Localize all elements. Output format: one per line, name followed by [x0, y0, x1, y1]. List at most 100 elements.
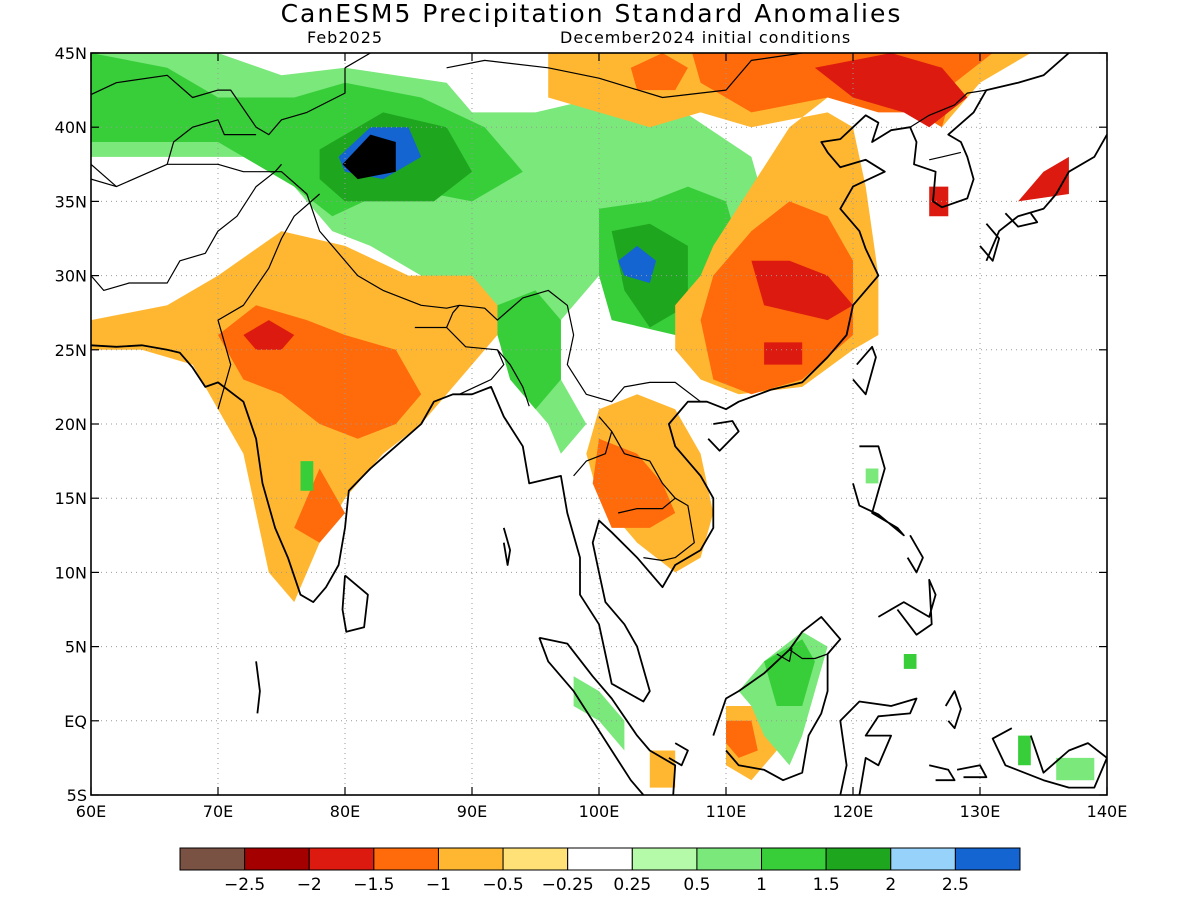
colorbar-label: −2 [297, 875, 322, 895]
coastline [985, 134, 1107, 262]
coastline [852, 345, 877, 396]
anomaly-region-21 [243, 320, 295, 350]
coastline [877, 578, 937, 636]
colorbar-swatch [954, 847, 1021, 871]
coastline [1004, 212, 1039, 228]
anomaly-region-36 [649, 750, 676, 788]
anomaly-region-30 [1018, 735, 1031, 766]
colorbar-swatch [244, 847, 310, 871]
colorbar-swatch [825, 847, 892, 871]
coastline [944, 690, 962, 730]
border-line [789, 649, 828, 660]
colorbar-swatch [761, 847, 827, 871]
colorbar-swatch [179, 847, 246, 871]
country-borders [91, 53, 987, 663]
colorbar-label: 2.5 [942, 875, 969, 895]
coastline [539, 636, 677, 795]
colorbar-label: −1.5 [353, 875, 394, 895]
colorbar-swatch [373, 847, 439, 871]
border-line [91, 163, 117, 188]
lon-tick-label: 80E [330, 802, 360, 821]
border-line [91, 163, 282, 291]
border-line [217, 193, 320, 410]
lon-tick-label: 140E [1087, 802, 1128, 821]
coastline [255, 661, 261, 714]
border-line [344, 53, 372, 69]
latitude-axis: 45N 40N 35N 30N 25N 20N 15N 10N 5N EQ 5S [55, 44, 1107, 805]
coastline [538, 637, 645, 795]
coastlines [91, 53, 1107, 795]
forecast-month: Feb2025 [307, 28, 384, 47]
colorbar-label: 1.5 [813, 875, 840, 895]
anomaly-region-20 [345, 394, 371, 417]
colorbar-label: 0.25 [613, 875, 651, 895]
colorbar-label: 0.5 [683, 875, 710, 895]
lon-tick-label: 110E [706, 802, 747, 821]
lon-tick-label: 120E [833, 802, 874, 821]
coastline [928, 764, 956, 782]
anomaly-region-35 [929, 186, 949, 217]
coastline [91, 53, 1071, 703]
colorbar-label: 2 [885, 875, 896, 895]
colorbar-label: 1 [756, 875, 767, 895]
border-line [91, 67, 346, 136]
border-line [573, 430, 695, 562]
anomaly-region-4 [497, 290, 561, 410]
anomaly-region-34 [1018, 156, 1069, 202]
coastline [979, 223, 1000, 262]
colorbar-label: −1 [426, 875, 451, 895]
colorbar-swatch [502, 847, 569, 871]
colorbar-swatch [567, 847, 633, 871]
coastline [906, 534, 924, 574]
anomaly-region-29 [1056, 757, 1095, 781]
border-line [446, 53, 804, 99]
lon-tick-label: 60E [76, 802, 106, 821]
colorbar-swatch [437, 847, 504, 871]
lon-tick-label: 70E [203, 802, 233, 821]
anomaly-region-27 [764, 639, 815, 706]
lat-tick-label: 5S [67, 786, 87, 805]
graticule [91, 53, 1107, 795]
longitude-axis: 60E 70E 80E 90E 100E 110E 120E 130E 140E [76, 53, 1128, 821]
lat-tick-label: 20N [55, 415, 87, 434]
border-line [598, 416, 613, 432]
lat-tick-label: 10N [55, 563, 87, 582]
lon-tick-label: 130E [960, 802, 1001, 821]
border-line [446, 304, 460, 328]
colorbar-label: −0.5 [482, 875, 523, 895]
lat-tick-label: 30N [55, 267, 87, 286]
anomaly-region-33 [865, 468, 879, 484]
colorbar-swatch [890, 847, 956, 871]
initial-conditions-note: December2024 initial conditions [560, 28, 852, 47]
coastline [707, 420, 740, 452]
border-line [776, 647, 793, 663]
border-line [617, 497, 676, 514]
anomaly-region-31 [903, 654, 917, 669]
colorbar: −2.5 −2 −1.5 −1 −0.5 −0.25 0.25 0.5 1 1.5 2 2.5 [179, 847, 1021, 895]
colorbar-swatch [308, 847, 375, 871]
border-line [909, 89, 987, 128]
anomaly-shading [91, 53, 1095, 788]
anomaly-region-19 [294, 468, 345, 543]
map-title: CanESM5 Precipitation Standard Anomalies [280, 0, 903, 28]
lon-tick-label: 100E [579, 802, 620, 821]
colorbar-swatch [631, 847, 698, 871]
coastline [991, 727, 1107, 789]
anomaly-region-32 [300, 461, 314, 491]
anomaly-region-25 [726, 720, 758, 758]
anomaly-region-8 [618, 245, 657, 283]
anomaly-region-16 [764, 342, 803, 365]
anomaly-region-9 [342, 134, 396, 180]
anomaly-region-23 [592, 438, 676, 528]
border-line [929, 151, 962, 161]
coastline [502, 527, 512, 566]
lat-tick-label: 45N [55, 44, 87, 63]
lat-tick-label: 5N [65, 638, 87, 657]
anomaly-region-13 [630, 53, 688, 91]
lat-tick-label: 35N [55, 192, 87, 211]
colorbar-swatch [696, 847, 763, 871]
lat-tick-label: 15N [55, 489, 87, 508]
coastline [341, 574, 369, 633]
border-line [166, 119, 257, 165]
